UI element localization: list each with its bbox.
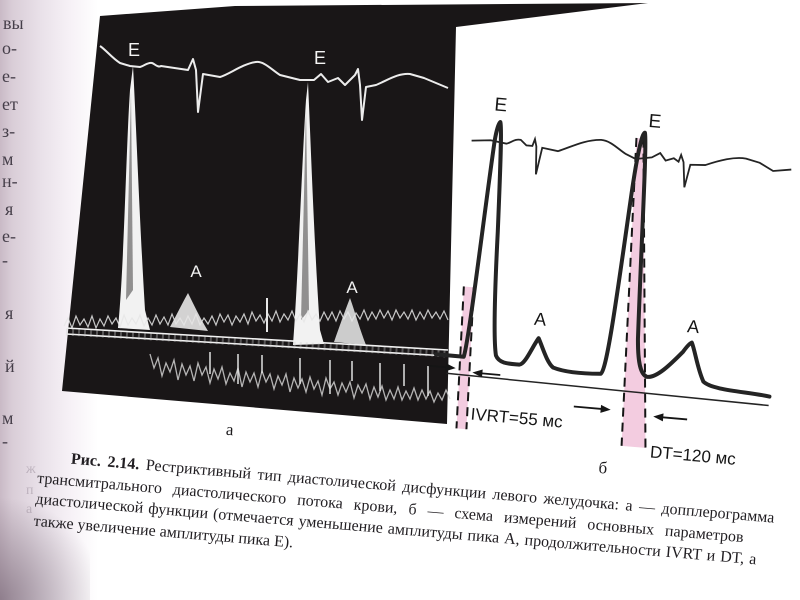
page-gutter-corner-shadow — [0, 470, 90, 600]
margin-fragment: ж — [26, 462, 36, 477]
schematic-ecg-trace — [471, 135, 792, 188]
dt-value-label: DT=120 мс — [649, 442, 737, 468]
margin-fragment: п — [26, 483, 34, 498]
a-peak-label: A — [346, 278, 358, 297]
e-wave-envelope-2 — [293, 82, 324, 345]
a-peak-label: A — [686, 316, 700, 337]
a-peak-label: A — [533, 309, 547, 330]
margin-fragment: ет — [2, 94, 18, 114]
margin-fragment: - — [2, 250, 8, 270]
panel-b-label: б — [598, 458, 608, 478]
margin-fragment: - — [2, 431, 8, 451]
spectral-speckle — [65, 328, 449, 358]
ivrt-value-label: IVRT=55 мс — [470, 405, 564, 432]
dt-band — [621, 137, 646, 448]
margin-fragment: о- — [2, 38, 17, 58]
margin-fragment: е- — [2, 226, 16, 246]
dt-arrows — [573, 404, 688, 422]
margin-fragment: а — [26, 502, 33, 517]
e-wave-envelope-1 — [118, 66, 150, 330]
e-peak-label: E — [128, 40, 140, 60]
e-peak-label: E — [648, 111, 662, 133]
e-peak-label: E — [494, 94, 508, 116]
margin-fragment: вы — [3, 13, 24, 33]
a-wave-envelope-2 — [334, 298, 366, 345]
e-wave-streak-1 — [126, 92, 133, 300]
doppler-baseline-upper — [65, 327, 449, 351]
deep-noise-spikes — [209, 352, 429, 396]
margin-fragment: м — [2, 149, 14, 169]
margin-fragment: я — [5, 303, 14, 323]
mitral-flow-trace — [433, 120, 772, 399]
margin-fragment: е- — [2, 66, 16, 86]
ecg-trace — [99, 45, 449, 121]
ivrt-dashed-left — [455, 286, 465, 429]
margin-fragment: н- — [2, 171, 18, 191]
margin-fragment: й — [5, 356, 15, 376]
margin-fragment: я — [5, 199, 14, 219]
ivrt-arrows — [428, 363, 501, 378]
doppler-photo-background — [62, 3, 648, 424]
margin-fragment: м — [2, 408, 14, 428]
margin-fragment: з- — [2, 121, 16, 141]
e-wave-streak-2 — [301, 110, 309, 320]
schematic-zero-line — [446, 372, 769, 407]
figure-number: Рис. 2.14. — [70, 450, 141, 474]
e-peak-label: E — [314, 48, 326, 68]
spectral-noise-band — [63, 308, 449, 330]
measurement-schematic-panel: E E A A IVRT=55 мс DT=120 мс б — [428, 94, 792, 478]
doppler-baseline-lower — [65, 333, 449, 357]
a-peak-label: A — [190, 262, 202, 281]
doppler-spectrogram-panel: E E A A — [62, 3, 648, 424]
panel-a-label: а — [225, 419, 235, 440]
